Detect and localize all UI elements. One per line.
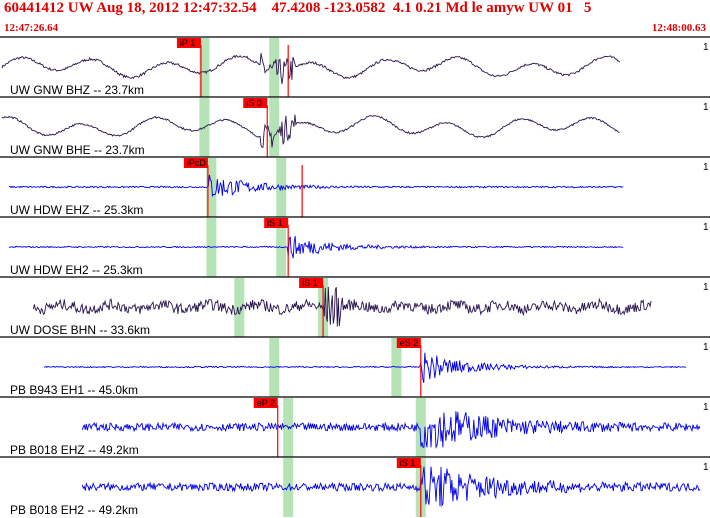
pick-label: iPcD (187, 158, 207, 168)
window-band (283, 458, 294, 517)
pick-label: iS 1 (302, 278, 318, 288)
start-time: 12:47:26.64 (4, 22, 59, 34)
window-band (276, 158, 287, 217)
pick-marker[interactable] (253, 398, 278, 408)
waveform (1, 114, 620, 148)
window-band (269, 38, 280, 97)
window-band (269, 98, 280, 157)
trace-panel[interactable]: iS 1 UW HDW EH2 -- 25.3km 1 (0, 216, 710, 277)
trace-panel[interactable]: iS 1 PB B018 EH2 -- 49.2km 1 (0, 456, 710, 517)
trace-label: UW GNW BHE -- 23.7km (10, 143, 145, 157)
edge-marker: 1 (703, 342, 709, 353)
trace-panel[interactable]: iPcD UW HDW EHZ -- 25.3km 1 (0, 156, 710, 217)
pick-marker[interactable] (243, 98, 268, 108)
edge-marker: 1 (703, 402, 709, 413)
waveform (1, 53, 621, 84)
window-band (234, 278, 245, 337)
waveform (32, 286, 652, 327)
edge-marker: 1 (703, 282, 709, 293)
pick-label: iS 1 (400, 458, 416, 468)
trace-label: UW GNW BHZ -- 23.7km (10, 83, 144, 97)
pick-label: iP 1 (180, 38, 195, 48)
trace-panel[interactable]: eS 2 PB B943 EH1 -- 45.0km 1 (0, 336, 710, 397)
event-title: 60441412 UW Aug 18, 2012 12:47:32.54 47.… (4, 0, 592, 16)
trace-label: PB B018 EHZ -- 49.2km (10, 443, 139, 457)
waveform (81, 411, 701, 449)
pick-marker[interactable] (396, 338, 421, 348)
window-band (391, 338, 402, 397)
pick-marker[interactable] (264, 218, 289, 228)
pick-marker[interactable] (176, 38, 201, 48)
trace-panel[interactable]: eP 2 PB B018 EHZ -- 49.2km 1 (0, 396, 710, 457)
edge-marker: 1 (703, 102, 709, 113)
trace-panel[interactable]: iS 1 UW DOSE BHN -- 33.6km 1 (0, 276, 710, 337)
waveform (43, 352, 687, 384)
window-band (415, 398, 426, 457)
pick-label: iS 1 (267, 218, 283, 228)
waveform (81, 466, 701, 508)
trace-panel[interactable]: iS 0 UW GNW BHE -- 23.7km 1 (0, 96, 710, 157)
trace-label: UW DOSE BHN -- 33.6km (10, 323, 150, 337)
pick-marker[interactable] (183, 158, 208, 168)
pick-marker[interactable] (396, 458, 421, 468)
trace-label: UW HDW EH2 -- 25.3km (10, 263, 143, 277)
pick-label: iS 0 (246, 98, 262, 108)
trace-panel[interactable]: iP 1 UW GNW BHZ -- 23.7km 1 (0, 36, 710, 97)
trace-label: PB B018 EH2 -- 49.2km (10, 503, 138, 517)
trace-label: UW HDW EHZ -- 25.3km (10, 203, 143, 217)
pick-label: eS 2 (400, 338, 419, 348)
end-time: 12:48:00.63 (651, 22, 706, 34)
window-band (199, 38, 210, 97)
pick-label: eP 2 (257, 398, 275, 408)
edge-marker: 1 (703, 222, 709, 233)
edge-marker: 1 (703, 42, 709, 53)
edge-marker: 1 (703, 162, 709, 173)
waveform (8, 174, 624, 198)
pick-marker[interactable] (299, 278, 324, 288)
edge-marker: 1 (703, 462, 709, 473)
trace-label: PB B943 EH1 -- 45.0km (10, 383, 138, 397)
waveform (8, 236, 624, 259)
